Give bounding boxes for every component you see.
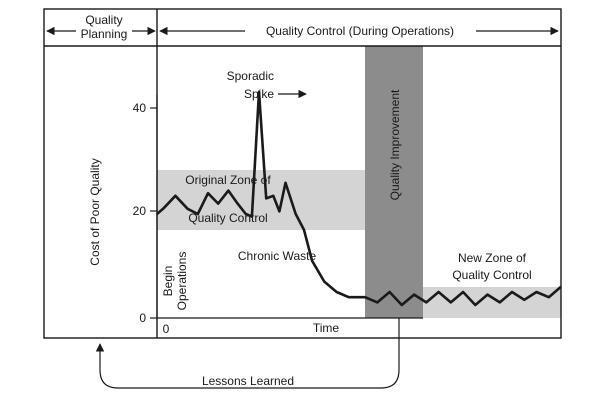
new-zone-label-line1: New Zone of [458, 251, 527, 265]
y-axis-label: Cost of Poor Quality [88, 158, 102, 265]
sporadic-spike-line2: Spike [244, 87, 274, 101]
x-origin-label: 0 [163, 322, 170, 336]
planning-label-line1: Quality [85, 13, 122, 27]
begin-operations-line1: Begin [161, 266, 175, 297]
y-tick-label-0: 0 [139, 311, 146, 325]
y-tick-label-20: 20 [133, 204, 147, 218]
cost-of-poor-quality-line [156, 90, 562, 307]
lessons-learned-arrow [95, 318, 400, 389]
lessons-learned-label: Lessons Learned [202, 374, 294, 388]
quality-improvement-label: Quality Improvement [388, 89, 402, 200]
diagram-frame [43, 8, 562, 339]
sporadic-spike-line1: Sporadic [227, 69, 274, 83]
new-zone-label-line2: Quality Control [452, 268, 531, 282]
original-zone-label-line1: Original Zone of [185, 173, 271, 187]
chronic-waste-label: Chronic Waste [238, 249, 317, 263]
original-zone-label-line2: Quality Control [188, 211, 267, 225]
x-axis-label: Time [313, 321, 340, 335]
quality-improvement-band [365, 46, 423, 318]
planning-label-line2: Planning [81, 27, 128, 41]
quality-control-label: Quality Control (During Operations) [266, 24, 454, 38]
y-tick-label-40: 40 [133, 101, 147, 115]
begin-operations-line2: Operations [175, 252, 189, 311]
new-zone-band [423, 287, 561, 318]
original-zone-band [157, 170, 365, 230]
